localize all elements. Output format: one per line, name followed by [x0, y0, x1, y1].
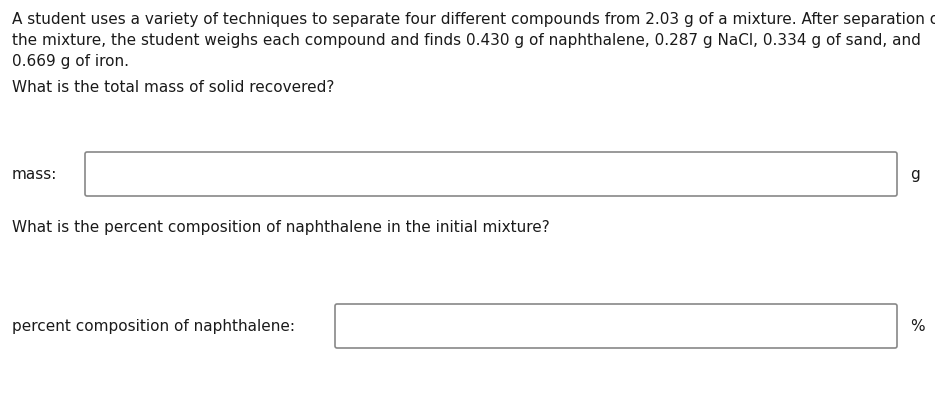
Text: What is the percent composition of naphthalene in the initial mixture?: What is the percent composition of napht…	[12, 219, 550, 235]
Text: 0.669 g of iron.: 0.669 g of iron.	[12, 54, 129, 69]
Text: percent composition of naphthalene:: percent composition of naphthalene:	[12, 319, 295, 334]
Text: the mixture, the student weighs each compound and finds 0.430 g of naphthalene, : the mixture, the student weighs each com…	[12, 33, 921, 48]
FancyBboxPatch shape	[335, 304, 897, 348]
Text: What is the total mass of solid recovered?: What is the total mass of solid recovere…	[12, 80, 335, 95]
Text: mass:: mass:	[12, 167, 57, 182]
Text: A student uses a variety of techniques to separate four different compounds from: A student uses a variety of techniques t…	[12, 12, 935, 27]
Text: g: g	[910, 167, 920, 182]
FancyBboxPatch shape	[85, 153, 897, 196]
Text: %: %	[910, 319, 925, 334]
